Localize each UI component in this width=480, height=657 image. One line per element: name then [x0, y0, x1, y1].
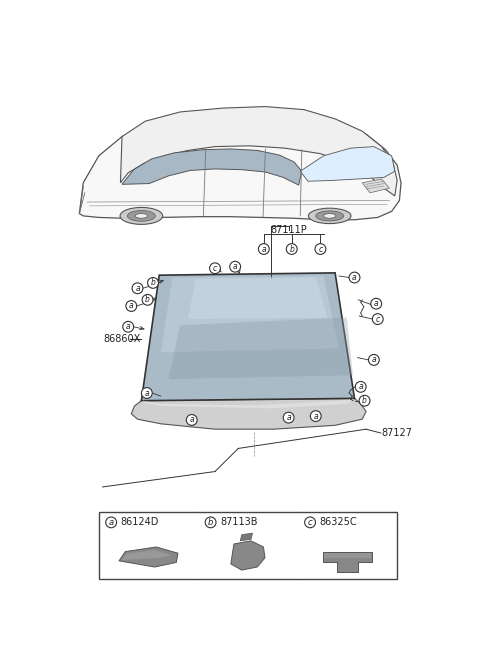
Polygon shape [323, 552, 372, 572]
Text: a: a [262, 244, 266, 254]
Text: 87127: 87127 [382, 428, 413, 438]
Text: 86124D: 86124D [120, 517, 159, 528]
Circle shape [355, 382, 366, 392]
Text: b: b [145, 296, 150, 304]
Circle shape [142, 388, 152, 398]
Text: a: a [286, 413, 291, 422]
Polygon shape [188, 277, 327, 319]
Polygon shape [119, 547, 178, 567]
Ellipse shape [135, 214, 147, 218]
Text: a: a [129, 302, 133, 311]
Text: a: a [190, 415, 194, 424]
Circle shape [186, 415, 197, 425]
Polygon shape [362, 179, 389, 193]
Circle shape [372, 313, 383, 325]
Polygon shape [121, 550, 172, 560]
Polygon shape [300, 147, 395, 181]
Text: a: a [359, 382, 363, 392]
Circle shape [126, 301, 137, 311]
Text: a: a [372, 355, 376, 365]
Text: a: a [135, 284, 140, 293]
Polygon shape [132, 398, 366, 429]
Circle shape [123, 321, 133, 332]
Circle shape [230, 261, 240, 272]
Text: a: a [126, 323, 131, 331]
Circle shape [371, 298, 382, 309]
Circle shape [305, 517, 315, 528]
Circle shape [205, 517, 216, 528]
Text: a: a [108, 518, 114, 527]
Polygon shape [161, 276, 339, 352]
Text: c: c [318, 244, 323, 254]
Ellipse shape [120, 208, 163, 225]
Circle shape [286, 244, 297, 254]
Polygon shape [79, 110, 401, 219]
Text: b: b [208, 518, 213, 527]
Polygon shape [142, 273, 355, 401]
Circle shape [315, 244, 326, 254]
Circle shape [349, 272, 360, 283]
Polygon shape [142, 399, 355, 409]
Text: c: c [376, 315, 380, 324]
Ellipse shape [127, 210, 156, 221]
Ellipse shape [324, 214, 336, 218]
Polygon shape [231, 541, 265, 570]
Circle shape [132, 283, 143, 294]
Circle shape [283, 412, 294, 423]
Circle shape [311, 411, 321, 422]
Text: 87111P: 87111P [270, 225, 307, 235]
Text: 86860X: 86860X [103, 334, 141, 344]
Polygon shape [168, 317, 353, 379]
Polygon shape [120, 106, 397, 196]
Circle shape [210, 263, 220, 274]
Ellipse shape [316, 211, 344, 221]
Text: 87113B: 87113B [220, 517, 257, 528]
Circle shape [147, 277, 158, 288]
Text: c: c [213, 263, 217, 273]
Text: b: b [151, 279, 156, 287]
Ellipse shape [308, 208, 351, 223]
Text: a: a [233, 262, 238, 271]
Text: a: a [374, 299, 379, 308]
Text: a: a [144, 388, 149, 397]
Polygon shape [240, 533, 252, 541]
Circle shape [369, 355, 379, 365]
Text: a: a [352, 273, 357, 282]
Circle shape [258, 244, 269, 254]
Circle shape [106, 517, 117, 528]
Circle shape [359, 396, 370, 406]
Circle shape [142, 294, 153, 306]
Text: b: b [362, 396, 367, 405]
Text: a: a [313, 411, 318, 420]
Polygon shape [324, 553, 371, 558]
Text: c: c [308, 518, 312, 527]
Text: b: b [289, 244, 294, 254]
Polygon shape [122, 149, 302, 185]
FancyBboxPatch shape [99, 512, 397, 579]
Text: 86325C: 86325C [319, 517, 357, 528]
